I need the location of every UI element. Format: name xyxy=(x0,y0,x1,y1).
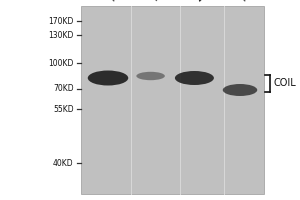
Text: 130KD: 130KD xyxy=(48,30,74,40)
Text: 55KD: 55KD xyxy=(53,104,74,114)
Ellipse shape xyxy=(88,71,128,86)
Ellipse shape xyxy=(136,72,165,80)
Bar xyxy=(81,6,264,194)
Text: 170KD: 170KD xyxy=(48,17,74,25)
Text: Rat testis: Rat testis xyxy=(240,0,274,3)
Ellipse shape xyxy=(175,71,214,85)
Ellipse shape xyxy=(223,84,257,96)
Text: 293T: 293T xyxy=(194,0,215,3)
Text: MCF7: MCF7 xyxy=(108,0,131,3)
Text: 100KD: 100KD xyxy=(48,58,74,68)
Text: 40KD: 40KD xyxy=(53,158,74,168)
Text: HepG2: HepG2 xyxy=(151,0,177,3)
Text: COIL: COIL xyxy=(273,78,296,88)
Text: 70KD: 70KD xyxy=(53,84,74,93)
